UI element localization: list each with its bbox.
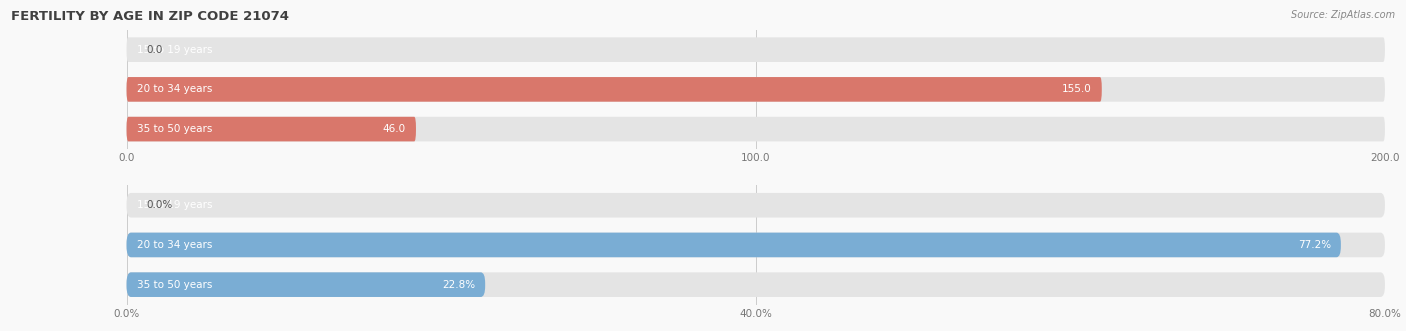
Text: 0.0: 0.0	[146, 45, 163, 55]
Text: 20 to 34 years: 20 to 34 years	[136, 84, 212, 94]
Text: 22.8%: 22.8%	[441, 280, 475, 290]
Text: 35 to 50 years: 35 to 50 years	[136, 124, 212, 134]
Text: 155.0: 155.0	[1062, 84, 1091, 94]
Text: 0.0%: 0.0%	[146, 200, 173, 210]
Text: 77.2%: 77.2%	[1298, 240, 1331, 250]
Text: 35 to 50 years: 35 to 50 years	[136, 280, 212, 290]
Text: 20 to 34 years: 20 to 34 years	[136, 240, 212, 250]
Text: 15 to 19 years: 15 to 19 years	[136, 200, 212, 210]
Text: FERTILITY BY AGE IN ZIP CODE 21074: FERTILITY BY AGE IN ZIP CODE 21074	[11, 10, 290, 23]
FancyBboxPatch shape	[127, 233, 1385, 257]
FancyBboxPatch shape	[127, 233, 1341, 257]
FancyBboxPatch shape	[127, 77, 1102, 102]
FancyBboxPatch shape	[127, 117, 1385, 141]
FancyBboxPatch shape	[127, 37, 1385, 62]
FancyBboxPatch shape	[127, 77, 1385, 102]
FancyBboxPatch shape	[127, 272, 1385, 297]
Text: 46.0: 46.0	[382, 124, 406, 134]
Text: Source: ZipAtlas.com: Source: ZipAtlas.com	[1291, 10, 1395, 20]
FancyBboxPatch shape	[127, 193, 1385, 217]
Text: 15 to 19 years: 15 to 19 years	[136, 45, 212, 55]
FancyBboxPatch shape	[127, 117, 416, 141]
FancyBboxPatch shape	[127, 272, 485, 297]
